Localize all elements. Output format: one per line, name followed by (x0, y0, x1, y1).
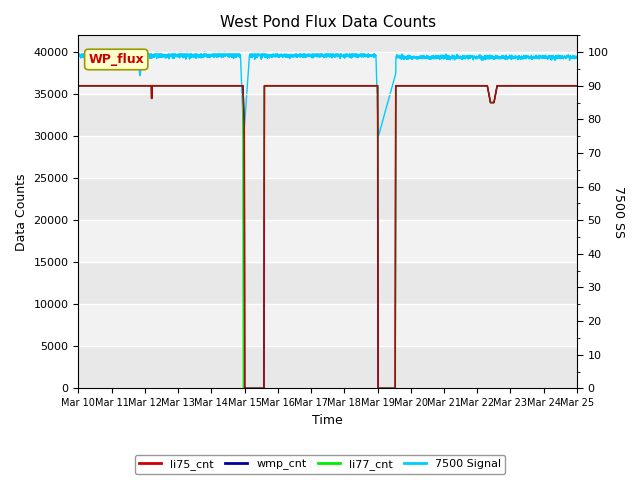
li75_cnt (266, 83, 273, 89)
Y-axis label: Data Counts: Data Counts (15, 173, 28, 251)
li75_cnt (573, 83, 580, 89)
Bar (79, 220, 577, 262)
wmp_cnt (287, 83, 295, 89)
7500 Signal (564, 54, 572, 60)
li77_cnt (509, 83, 517, 89)
wmp_cnt (75, 83, 83, 89)
li77_cnt (573, 83, 580, 89)
Bar (79, 304, 577, 346)
Line: 7500 Signal: 7500 Signal (79, 52, 577, 136)
wmp_cnt (161, 83, 169, 89)
li75_cnt (509, 83, 517, 89)
wmp_cnt (509, 83, 517, 89)
7500 Signal (510, 54, 518, 60)
li77_cnt (131, 83, 139, 89)
Line: li75_cnt: li75_cnt (79, 86, 577, 388)
li75_cnt (161, 83, 169, 89)
7500 Signal (132, 53, 140, 59)
Bar (79, 136, 577, 178)
7500 Signal (287, 53, 295, 59)
7500 Signal (240, 133, 248, 139)
li75_cnt (241, 385, 248, 391)
wmp_cnt (241, 385, 248, 391)
li77_cnt (287, 83, 295, 89)
Legend: li75_cnt, wmp_cnt, li77_cnt, 7500 Signal: li75_cnt, wmp_cnt, li77_cnt, 7500 Signal (135, 455, 505, 474)
7500 Signal (161, 52, 169, 58)
7500 Signal (104, 49, 112, 55)
Title: West Pond Flux Data Counts: West Pond Flux Data Counts (220, 15, 436, 30)
li75_cnt (131, 83, 139, 89)
wmp_cnt (131, 83, 139, 89)
li77_cnt (75, 83, 83, 89)
X-axis label: Time: Time (312, 414, 343, 427)
Bar (79, 52, 577, 94)
li77_cnt (563, 83, 571, 89)
li75_cnt (75, 83, 83, 89)
Y-axis label: 7500 SS: 7500 SS (612, 186, 625, 238)
li77_cnt (161, 83, 169, 89)
li77_cnt (266, 83, 273, 89)
wmp_cnt (266, 83, 273, 89)
Line: li77_cnt: li77_cnt (79, 86, 577, 388)
li75_cnt (287, 83, 295, 89)
wmp_cnt (563, 83, 571, 89)
7500 Signal (266, 52, 274, 58)
Line: wmp_cnt: wmp_cnt (79, 86, 577, 388)
7500 Signal (75, 52, 83, 58)
7500 Signal (573, 53, 580, 59)
li77_cnt (239, 385, 247, 391)
li75_cnt (563, 83, 571, 89)
Text: WP_flux: WP_flux (88, 53, 144, 66)
wmp_cnt (573, 83, 580, 89)
